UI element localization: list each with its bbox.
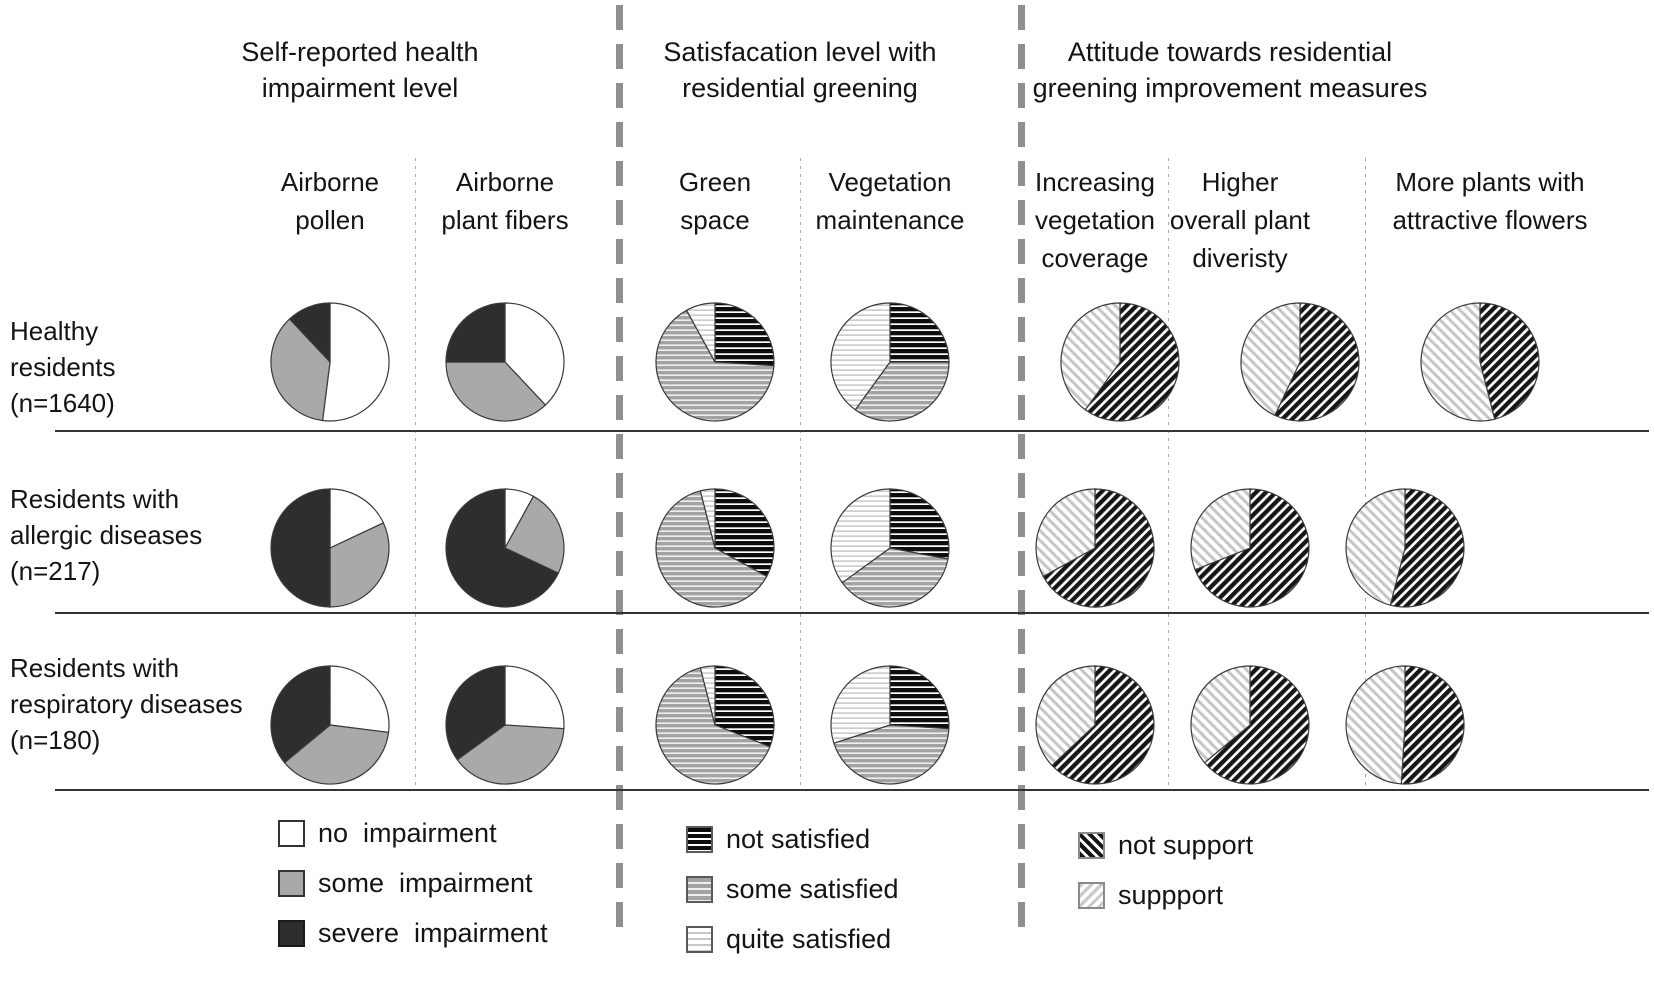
legend-item-not-satisfied: not satisfied [686,824,899,855]
column-label-more-attractive-flowers: More plants with attractive flowers [1392,167,1588,235]
legend-label-not-satisfied: not satisfied [726,824,871,854]
pie-row3-col6 [1189,664,1311,791]
pie-row3-col2 [444,664,566,791]
column-separator-dotted-1 [415,158,416,790]
legend-item-some-impairment: some impairment [278,868,548,899]
column-label-green-space: Green space [678,167,752,235]
legend-item-some-satisfied: some satisfied [686,874,899,905]
legend-item-severe-impairment: severe impairment [278,918,548,949]
legend-swatch-not-support [1078,832,1105,859]
column-separator-dotted-2 [800,158,801,790]
pie-row3-col7 [1344,664,1466,791]
legend-swatch-not-satisfied [686,826,713,853]
legend-satisfaction: not satisfied some satisfied quite satis… [686,824,899,974]
pie-row2-col7 [1344,487,1466,614]
legend-swatch-no-impairment [278,820,305,847]
pie-row1-col2 [444,301,566,428]
pie-row1-col3 [654,301,776,428]
row-separator-line-2 [55,612,1649,614]
pie-row1-col4 [829,301,951,428]
group-title-impairment: Self-reported health impairment level [241,37,479,103]
legend-swatch-some-satisfied [686,876,713,903]
legend-item-not-support: not support [1078,830,1253,861]
legend-impairment: no impairment some impairment severe imp… [278,818,548,968]
legend-label-not-support: not support [1118,830,1254,860]
pie-row2-col2 [444,487,566,614]
pie-row2-col3 [654,487,776,614]
column-label-airborne-pollen: Airborne pollen [280,167,380,235]
column-label-vegetation-maintenance: Vegetation maintenance [815,167,965,235]
column-label-higher-plant-diversity: Higher overall plant diveristy [1169,167,1311,273]
row-separator-line-3 [55,789,1649,791]
legend-item-quite-satisfied: quite satisfied [686,924,899,955]
pie-row1-col1 [269,301,391,428]
legend-label-quite-satisfied: quite satisfied [726,924,892,954]
pie-row3-col5 [1034,664,1156,791]
pie-row2-col6 [1189,487,1311,614]
legend-label-some-satisfied: some satisfied [726,874,899,904]
legend-swatch-some-impairment [278,870,305,897]
column-separator-dotted-3 [1168,158,1169,790]
legend-label-severe-impairment: severe impairment [318,918,548,948]
row-separator-line-1 [55,430,1649,432]
legend-item-no-impairment: no impairment [278,818,548,849]
legend-swatch-quite-satisfied [686,926,713,953]
pie-row1-col5 [1059,301,1181,428]
legend-label-support: suppport [1118,880,1224,910]
row-label-healthy-residents: Healthy residents (n=1640) [10,316,116,418]
legend-label-some-impairment: some impairment [318,868,533,898]
column-label-increasing-vegetation-coverage: Increasing vegetation coverage [1035,167,1155,273]
group-title-attitude: Attitude towards residential greening im… [1032,37,1428,103]
group-separator-dashed-1 [616,5,623,937]
legend-swatch-severe-impairment [278,920,305,947]
pie-row3-col4 [829,664,951,791]
legend-item-support: suppport [1078,880,1253,911]
legend-attitude: not support suppport [1078,830,1253,930]
pie-row3-col3 [654,664,776,791]
row-label-allergic-residents: Residents with allergic diseases (n=217) [10,484,203,586]
pie-row1-col7 [1419,301,1541,428]
legend-swatch-support [1078,882,1105,909]
row-label-respiratory-residents: Residents with respiratory diseases (n=1… [10,653,243,755]
column-separator-dotted-4 [1365,158,1366,790]
pie-row1-col6 [1239,301,1361,428]
legend-label-no-impairment: no impairment [318,818,497,848]
pie-row3-col1 [269,664,391,791]
pie-row2-col4 [829,487,951,614]
pie-row2-col5 [1034,487,1156,614]
pie-row2-col1 [269,487,391,614]
group-title-satisfaction: Satisfacation level with residential gre… [663,37,937,103]
column-label-airborne-plant-fibers: Airborne plant fibers [441,167,569,235]
group-separator-dashed-2 [1018,5,1025,937]
